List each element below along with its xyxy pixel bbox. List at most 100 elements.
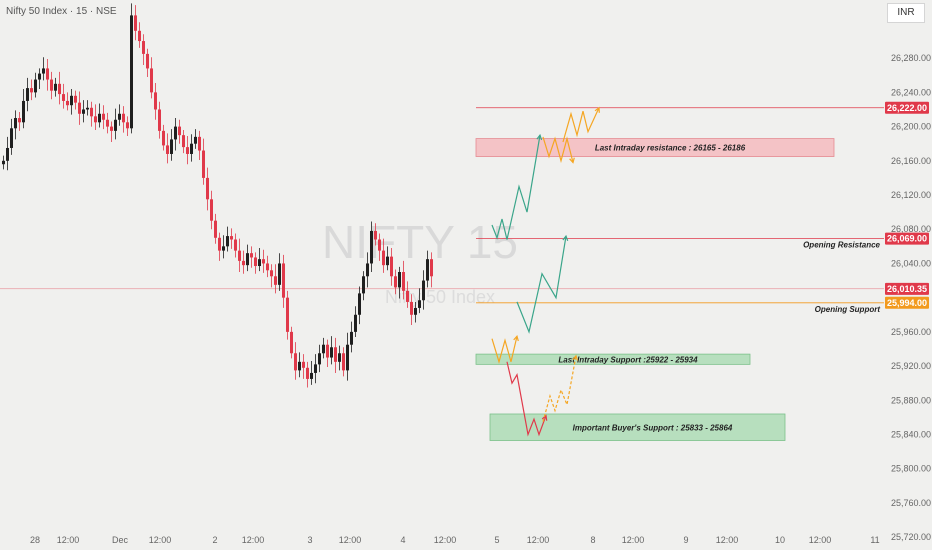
- price-badge: [885, 296, 929, 309]
- breakout-path-arrowhead: [594, 106, 600, 113]
- candle-body: [102, 113, 105, 120]
- x-tick-label: 11: [870, 535, 879, 545]
- support-test-path: [491, 336, 518, 364]
- y-tick-label: 25,920.00: [891, 361, 931, 371]
- candle-body: [402, 272, 405, 291]
- candle-body: [246, 253, 249, 266]
- candle-body: [162, 130, 165, 146]
- watermark-main: NIFTY 15: [322, 216, 518, 268]
- candle-body: [382, 250, 385, 266]
- y-tick-label: 25,880.00: [891, 395, 931, 405]
- candle-body: [82, 109, 85, 114]
- candles-layer: [2, 3, 433, 388]
- x-tick-label: 12:00: [57, 535, 80, 545]
- bull-path-1-arrowhead: [536, 133, 543, 141]
- candle-body: [146, 53, 149, 69]
- candle-body: [358, 293, 361, 315]
- price-badges: 26,222.00 26,069.00 26,010.35 25,994.00: [885, 101, 929, 309]
- candle-body: [174, 126, 177, 140]
- x-tick-label: 3: [307, 535, 312, 545]
- x-tick-label: 8: [590, 535, 595, 545]
- candle-body: [274, 276, 277, 285]
- candle-body: [378, 239, 381, 251]
- price-axis[interactable]: 26,280.00 26,240.00 26,200.00 26,160.00 26,1…: [891, 53, 931, 542]
- candle-body: [414, 307, 417, 315]
- y-tick-label: 26,160.00: [891, 156, 931, 166]
- candle-body: [258, 259, 261, 267]
- x-tick-label: Dec: [112, 535, 129, 545]
- candle-body: [406, 290, 409, 302]
- candle-body: [54, 83, 57, 91]
- y-tick-label: 25,840.00: [891, 430, 931, 440]
- candle-body: [314, 364, 317, 373]
- candle-body: [338, 353, 341, 362]
- zone-support: [475, 353, 751, 365]
- candle-body: [114, 119, 117, 131]
- candle-body: [322, 344, 325, 354]
- candle-body: [386, 256, 389, 266]
- y-tick-label: 26,040.00: [891, 258, 931, 268]
- candle-body: [270, 270, 273, 277]
- candle-body: [218, 237, 221, 251]
- y-tick-label: 25,960.00: [891, 327, 931, 337]
- candle-body: [46, 68, 49, 80]
- zone-label: Last Intraday Support :25922 - 25934: [558, 355, 698, 364]
- candle-body: [398, 272, 401, 288]
- candle-body: [290, 331, 293, 354]
- candle-body: [254, 257, 257, 267]
- candle-body: [154, 92, 157, 110]
- resistance-test-path-arrowhead: [569, 157, 575, 164]
- time-axis[interactable]: 28 12:00 Dec 12:00 2 12:00 3 12:00 4 12:00 5 12:00 8…: [30, 535, 880, 545]
- price-badge-text: 26,222.00: [887, 103, 927, 113]
- price-badge: [885, 282, 929, 295]
- candle-body: [198, 136, 201, 151]
- candle-body: [74, 95, 77, 103]
- candle-body: [366, 263, 369, 277]
- candle-body: [38, 73, 41, 80]
- x-tick-label: 12:00: [622, 535, 645, 545]
- rebound-path: [542, 355, 577, 422]
- x-tick-label: 12:00: [716, 535, 739, 545]
- candle-body: [294, 353, 297, 371]
- candle-body: [190, 143, 193, 154]
- candle-body: [250, 253, 253, 258]
- price-badge-text: 26,010.35: [887, 284, 927, 294]
- support-test-path-arrowhead: [513, 334, 519, 342]
- candle-body: [122, 113, 125, 123]
- x-tick-label: 12:00: [809, 535, 832, 545]
- candle-body: [206, 177, 209, 200]
- candle-body: [374, 230, 377, 240]
- candle-body: [286, 297, 289, 332]
- candle-body: [14, 118, 17, 129]
- x-tick-label: 28: [30, 535, 40, 545]
- candle-body: [202, 150, 205, 178]
- x-tick-label: 12:00: [339, 535, 362, 545]
- x-tick-label: 12:00: [527, 535, 550, 545]
- candle-body: [262, 259, 265, 264]
- candle-body: [26, 88, 29, 101]
- candle-body: [78, 102, 81, 114]
- bull-path-2: [516, 236, 567, 334]
- candle-body: [430, 259, 433, 277]
- candle-body: [138, 30, 141, 42]
- currency-button[interactable]: INR: [887, 3, 925, 23]
- x-tick-label: 10: [775, 535, 785, 545]
- candle-body: [142, 41, 145, 54]
- x-tick-label: 12:00: [242, 535, 265, 545]
- candle-body: [166, 145, 169, 154]
- y-tick-label: 26,200.00: [891, 122, 931, 132]
- candle-body: [170, 139, 173, 154]
- candle-body: [370, 230, 373, 264]
- candle-body: [362, 276, 365, 294]
- candle-body: [298, 361, 301, 371]
- zone-label: Important Buyer's Support : 25833 - 2586…: [573, 423, 733, 432]
- candle-body: [330, 347, 333, 358]
- candle-body: [350, 331, 353, 345]
- chart-title: Nifty 50 Index · 15 · NSE: [6, 6, 117, 17]
- watermark-sub: Nifty 50 Index: [385, 287, 495, 307]
- y-tick-label: 25,720.00: [891, 532, 931, 542]
- x-tick-label: 9: [683, 535, 688, 545]
- candle-body: [66, 100, 69, 106]
